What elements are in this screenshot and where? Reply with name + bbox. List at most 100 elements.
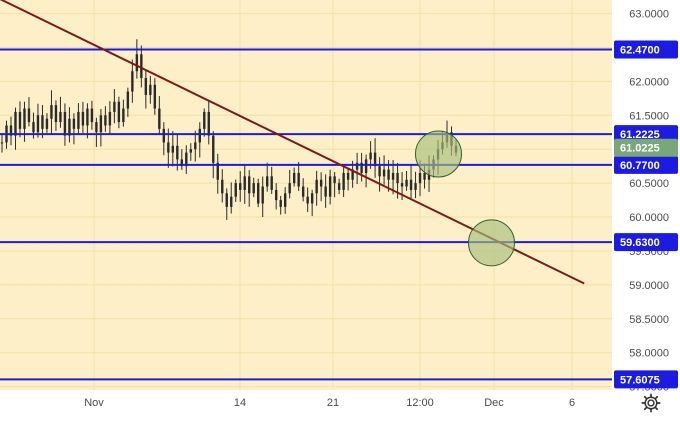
candle-body <box>409 179 413 190</box>
candle-body <box>310 193 314 204</box>
price-label-bg <box>614 125 678 144</box>
candle-body <box>176 145 179 160</box>
candle-body <box>185 152 188 167</box>
candle-body <box>355 162 359 170</box>
candle-body <box>27 108 31 123</box>
price-label-bg <box>614 155 678 174</box>
y-tick-label: 59.0000 <box>629 280 669 292</box>
price-label: 57.6075 <box>620 374 660 386</box>
candle-body <box>405 179 408 187</box>
candle-body <box>373 152 377 167</box>
candle-body <box>337 183 341 190</box>
candle-body <box>396 172 399 184</box>
candle-body <box>333 176 336 184</box>
candle-body <box>239 183 242 190</box>
candle-body <box>382 169 386 177</box>
x-tick-label: Nov <box>84 397 104 409</box>
highlight-circles[interactable] <box>415 130 515 267</box>
candle-body <box>126 91 130 109</box>
candle-body <box>95 122 98 133</box>
candle-body <box>63 111 67 136</box>
candle-body <box>319 179 323 187</box>
candle-body <box>140 54 143 78</box>
candle-body <box>131 71 134 92</box>
time-axis-background <box>0 390 612 417</box>
x-tick-label: 14 <box>234 397 246 409</box>
candle-body <box>36 115 40 133</box>
candle-body <box>189 149 192 153</box>
candle-body <box>391 172 395 180</box>
settings-gear-icon[interactable] <box>640 392 662 414</box>
candle-body <box>162 128 166 143</box>
y-tick-label: 61.5000 <box>629 110 669 122</box>
candle-body <box>68 118 71 136</box>
candle-body <box>117 101 121 123</box>
price-label-bg <box>614 40 678 59</box>
y-tick-label: 58.5000 <box>629 314 669 326</box>
candle-body <box>306 196 309 204</box>
candle-body <box>171 145 175 153</box>
candle-body <box>59 111 62 123</box>
candle-body <box>180 159 184 167</box>
candle-body <box>324 186 327 197</box>
highlight-circle[interactable] <box>415 130 462 178</box>
y-tick-label: 60.0000 <box>629 212 669 224</box>
price-label: 59.6300 <box>620 237 660 249</box>
candle-body <box>198 128 201 143</box>
candle-body <box>149 84 152 95</box>
highlight-circle[interactable] <box>468 219 515 267</box>
candle-body <box>104 115 107 126</box>
candle-body <box>230 196 233 207</box>
candle-body <box>99 115 103 133</box>
y-tick-label: 62.0000 <box>629 76 669 88</box>
candle-body <box>378 166 381 177</box>
candle-body <box>252 183 255 194</box>
candle-body <box>225 193 228 207</box>
candles <box>0 39 458 220</box>
y-tick-label: 58.0000 <box>629 348 669 360</box>
candle-body <box>328 176 332 197</box>
candle-body <box>167 142 170 153</box>
candle-body <box>274 189 278 201</box>
price-label-bg <box>614 370 678 389</box>
candle-body <box>41 115 44 129</box>
candle-body <box>414 183 417 190</box>
candle-body <box>194 142 197 150</box>
candle-body <box>54 105 58 123</box>
y-tick-label: 60.5000 <box>629 178 669 190</box>
price-label-bg <box>614 233 678 252</box>
price-label: 62.4700 <box>620 45 660 57</box>
candle-body <box>9 125 13 136</box>
candle-body <box>32 122 35 133</box>
candle-body <box>45 118 49 129</box>
candle-body <box>0 142 4 144</box>
candle-body <box>279 200 282 207</box>
candle-body <box>203 111 206 129</box>
price-label: 61.0225 <box>620 143 660 155</box>
candle-body <box>122 108 125 123</box>
time-axis[interactable]: Nov 14 21 12:00 Dec 6 <box>84 397 575 409</box>
candle-body <box>346 172 350 180</box>
candle-body <box>14 111 17 136</box>
candle-body <box>77 111 80 129</box>
x-tick-label: 12:00 <box>406 397 434 409</box>
candle-body <box>153 84 157 109</box>
candle-body <box>158 108 161 129</box>
x-tick-label: Dec <box>484 397 504 409</box>
y-tick-label: 63.0000 <box>629 9 669 21</box>
candle-body <box>364 159 368 173</box>
candle-body <box>221 179 224 194</box>
candle-body <box>297 172 300 187</box>
candle-body <box>423 172 426 180</box>
candle-body <box>108 111 112 126</box>
candle-body <box>270 176 273 190</box>
candle-body <box>315 179 318 194</box>
candle-body <box>135 54 139 72</box>
candle-body <box>360 162 363 173</box>
candle-body <box>81 111 85 126</box>
candle-body <box>18 111 22 129</box>
x-tick-label: 6 <box>569 397 575 409</box>
candle-body <box>400 183 404 187</box>
